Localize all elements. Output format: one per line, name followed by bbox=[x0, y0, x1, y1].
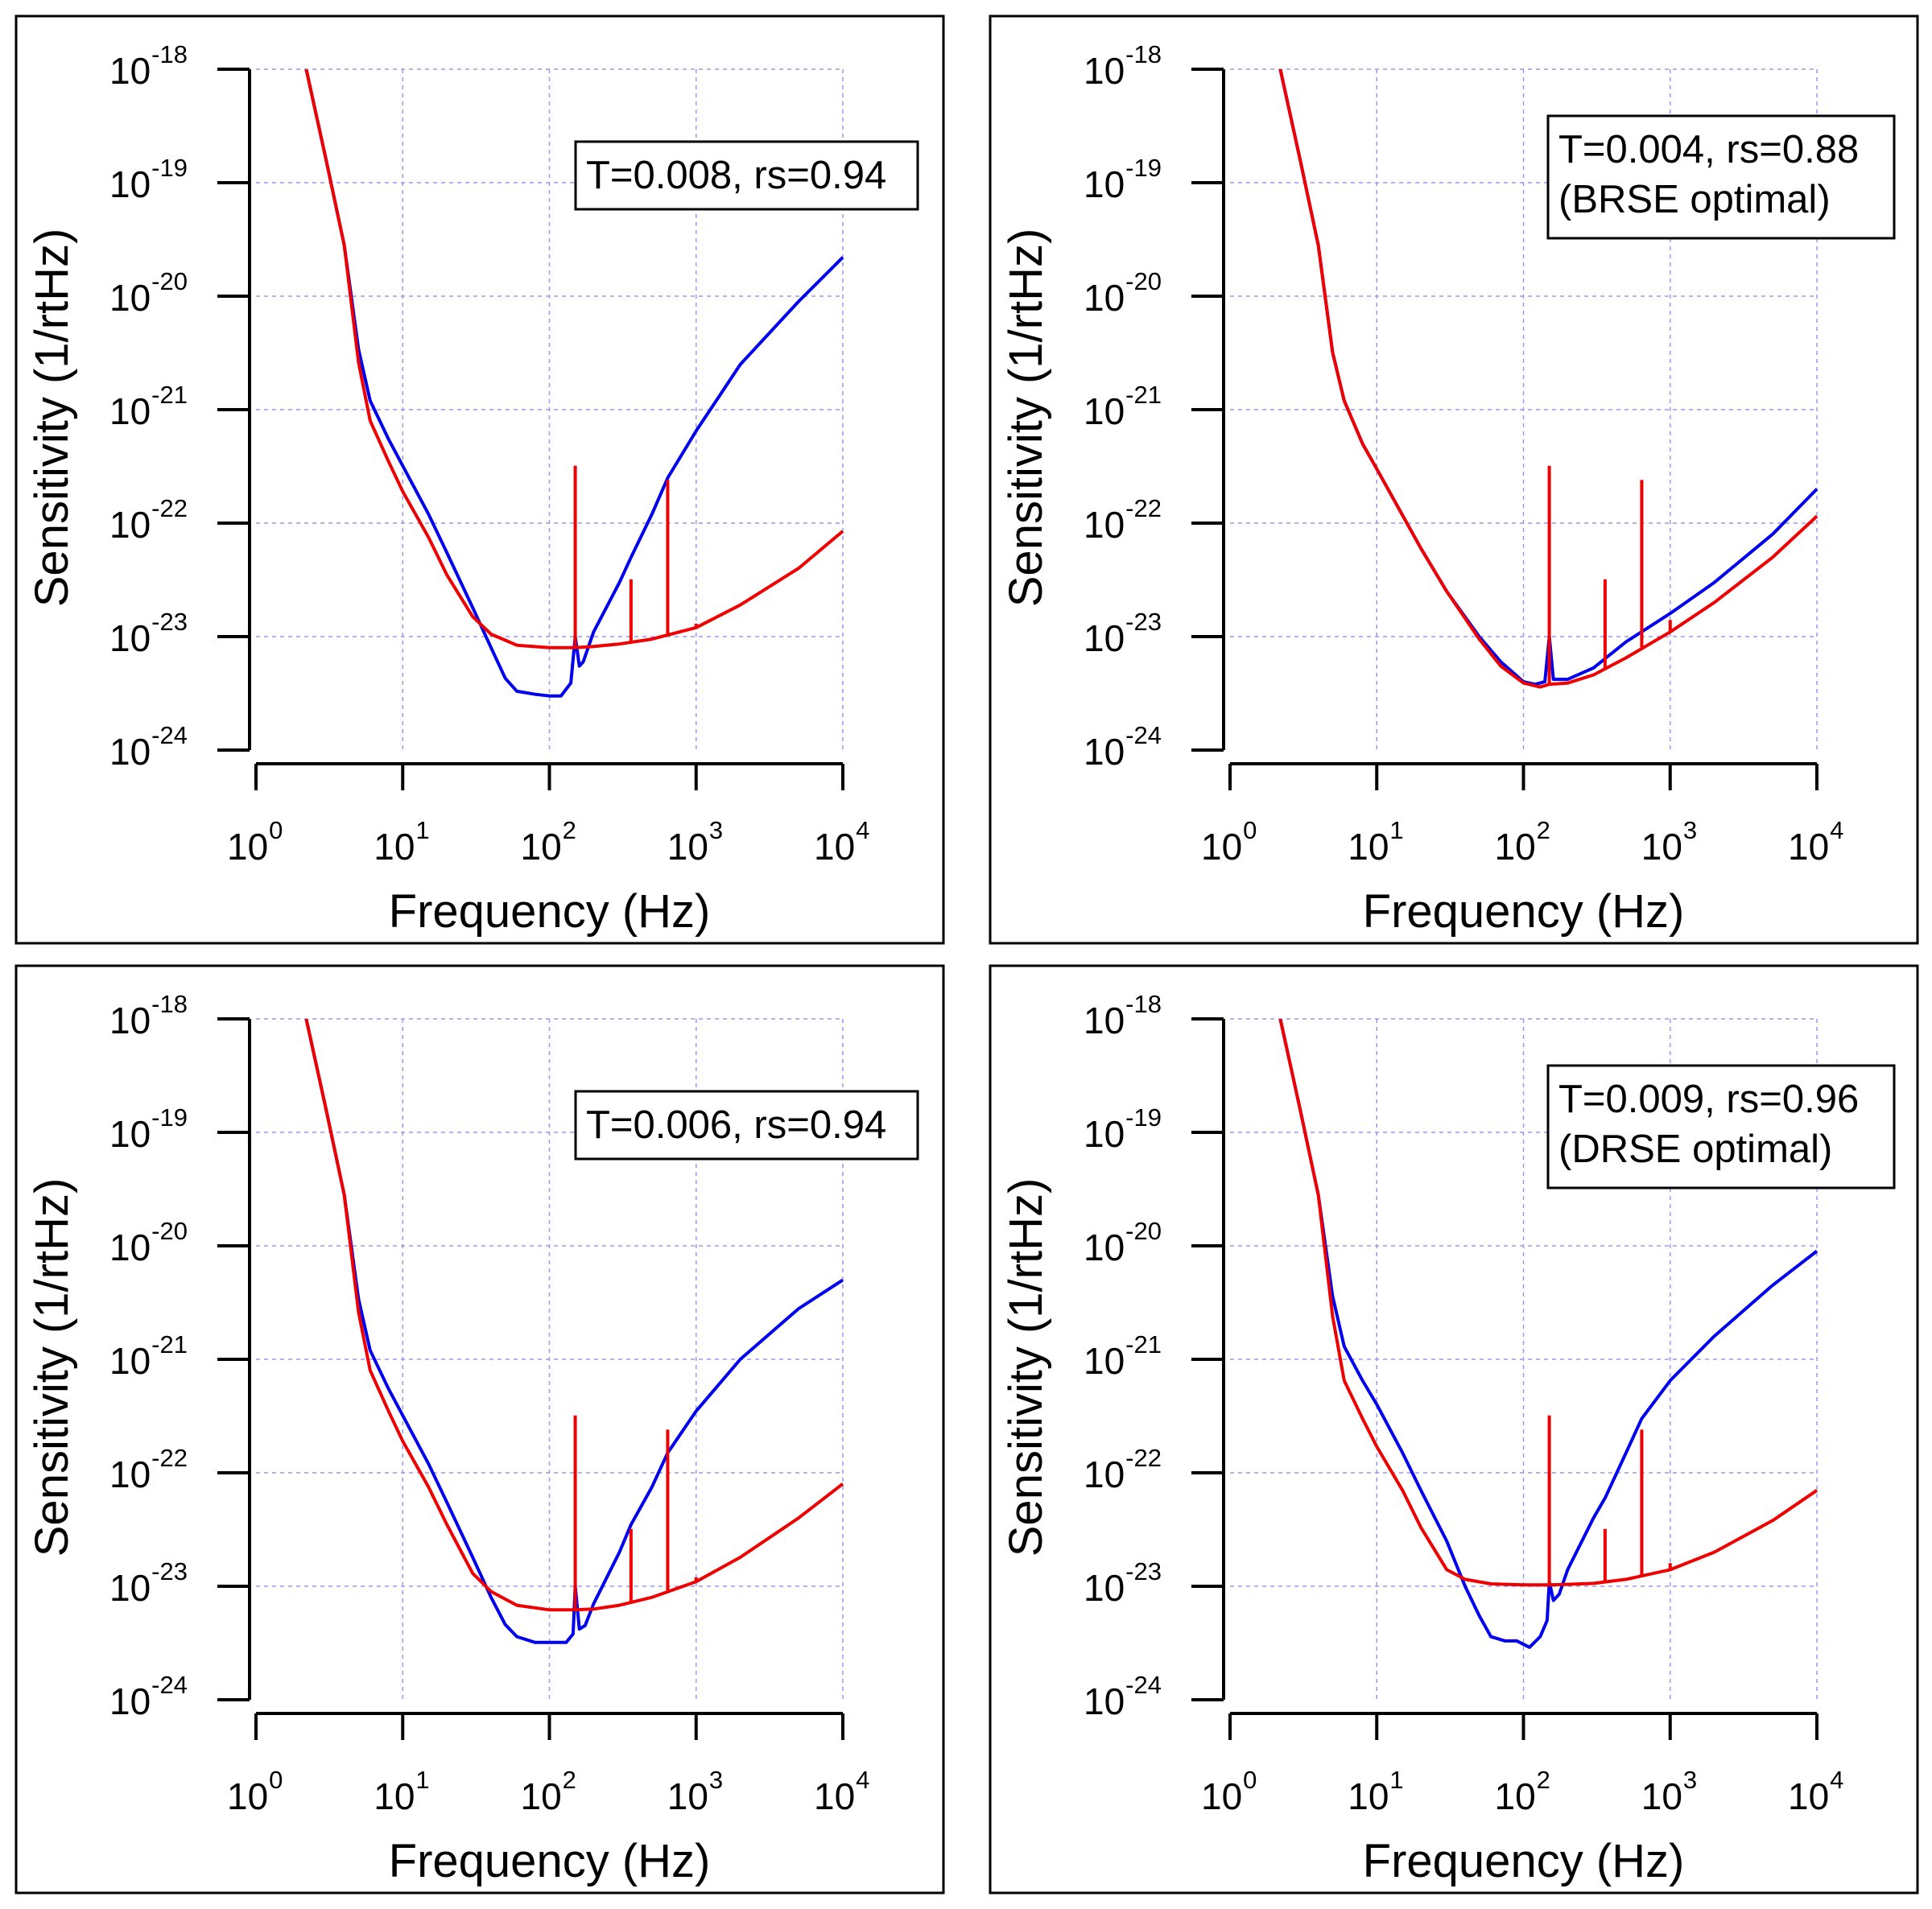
series-group bbox=[1278, 1019, 1818, 1649]
x-tick-label: 101 bbox=[1348, 816, 1403, 868]
y-axis-title: Sensitivity (1/rtHz) bbox=[26, 1178, 78, 1557]
x-tick-label: 103 bbox=[667, 816, 723, 868]
x-tick-label: 102 bbox=[521, 1766, 576, 1817]
y-tick-label: 10-24 bbox=[1084, 1671, 1162, 1722]
y-tick-label: 10-19 bbox=[1084, 1103, 1162, 1155]
annotation-text: T=0.008, rs=0.94 bbox=[586, 154, 886, 197]
y-tick-label: 10-20 bbox=[1084, 1217, 1162, 1268]
y-tick-label: 10-23 bbox=[109, 608, 188, 659]
y-tick-label: 10-19 bbox=[109, 154, 188, 205]
y-tick-label: 10-22 bbox=[109, 1444, 188, 1495]
panel-frame bbox=[989, 964, 1919, 1895]
series-line-blue bbox=[304, 69, 844, 698]
y-tick-label: 10-19 bbox=[1084, 154, 1162, 205]
y-tick-label: 10-20 bbox=[1084, 267, 1162, 319]
chart-panel-2: 10-18 10-19 10-20 10-21 10-22 10-23 10-24 100 10… bbox=[989, 14, 1919, 945]
y-tick-label: 10-19 bbox=[109, 1103, 188, 1155]
y-tick-label: 10-22 bbox=[109, 494, 188, 546]
x-tick-label: 104 bbox=[1788, 1766, 1843, 1817]
annotation-text: T=0.009, rs=0.96 bbox=[1558, 1078, 1859, 1121]
x-tick-label: 103 bbox=[1641, 816, 1697, 868]
chart-panel-4: 10-18 10-19 10-20 10-21 10-22 10-23 10-24 100 10… bbox=[989, 964, 1919, 1895]
annotation-text: T=0.004, rs=0.88 bbox=[1558, 128, 1859, 171]
y-tick-label: 10-18 bbox=[1084, 990, 1162, 1041]
y-tick-label: 10-21 bbox=[109, 1330, 188, 1382]
x-tick-label: 102 bbox=[1495, 816, 1550, 868]
y-tick-label: 10-20 bbox=[109, 267, 188, 319]
series-line-red bbox=[304, 1019, 844, 1612]
annotation-text: T=0.006, rs=0.94 bbox=[586, 1103, 886, 1147]
grid bbox=[1230, 68, 1818, 750]
chart-panel-3: 10-18 10-19 10-20 10-21 10-22 10-23 10-24 100 10… bbox=[14, 964, 945, 1895]
x-tick-label: 102 bbox=[521, 816, 576, 868]
y-tick-label: 10-24 bbox=[1084, 721, 1162, 773]
y-tick-label: 10-18 bbox=[109, 990, 188, 1041]
series-line-blue bbox=[1278, 1019, 1818, 1649]
x-tick-label: 104 bbox=[1788, 816, 1843, 868]
y-tick-label: 10-18 bbox=[1084, 40, 1162, 92]
series-line-red bbox=[1278, 69, 1818, 689]
x-tick-label: 101 bbox=[1348, 1766, 1403, 1817]
series-group bbox=[304, 1019, 844, 1644]
series-group bbox=[304, 69, 844, 698]
annotation-box: T=0.004, rs=0.88 (BRSE optimal) bbox=[1546, 114, 1896, 240]
y-tick-label: 10-23 bbox=[1084, 608, 1162, 659]
annotation-box: T=0.009, rs=0.96 (DRSE optimal) bbox=[1546, 1064, 1896, 1190]
x-axis-title: Frequency (Hz) bbox=[1363, 1835, 1685, 1887]
x-tick-label: 101 bbox=[374, 1766, 429, 1817]
x-tick-label: 100 bbox=[1201, 1766, 1257, 1817]
y-tick-label: 10-21 bbox=[1084, 381, 1162, 432]
annotation-frame bbox=[1546, 1064, 1896, 1190]
grid bbox=[256, 1018, 844, 1700]
annotation-text: (BRSE optimal) bbox=[1558, 178, 1831, 221]
y-tick-label: 10-22 bbox=[1084, 1444, 1162, 1495]
y-tick-label: 10-23 bbox=[1084, 1557, 1162, 1609]
panel-frame bbox=[989, 14, 1919, 945]
annotation-frame bbox=[574, 140, 919, 211]
y-tick-label: 10-21 bbox=[109, 381, 188, 432]
y-tick-label: 10-20 bbox=[109, 1217, 188, 1268]
x-axis-title: Frequency (Hz) bbox=[1363, 885, 1685, 938]
y-axis-title: Sensitivity (1/rtHz) bbox=[1000, 1178, 1052, 1557]
x-tick-label: 103 bbox=[667, 1766, 723, 1817]
x-tick-label: 102 bbox=[1495, 1766, 1550, 1817]
series-line-red bbox=[1278, 1019, 1818, 1587]
series-line-red bbox=[304, 69, 844, 649]
panel-frame bbox=[14, 964, 945, 1895]
y-tick-label: 10-22 bbox=[1084, 494, 1162, 546]
chart-panel-1: 10-18 10-19 10-20 10-21 10-22 10-23 10-24 100 10… bbox=[14, 14, 945, 945]
y-tick-label: 10-24 bbox=[109, 1671, 188, 1722]
series-line-blue bbox=[304, 1019, 844, 1644]
series-group bbox=[1278, 69, 1818, 689]
x-tick-label: 100 bbox=[227, 1766, 283, 1817]
panel-frame bbox=[14, 14, 945, 945]
annotation-frame bbox=[1546, 114, 1896, 240]
x-tick-label: 104 bbox=[814, 816, 869, 868]
y-tick-label: 10-21 bbox=[1084, 1330, 1162, 1382]
x-axis-title: Frequency (Hz) bbox=[389, 1835, 711, 1887]
x-tick-label: 101 bbox=[374, 816, 429, 868]
x-tick-label: 100 bbox=[227, 816, 283, 868]
y-tick-label: 10-23 bbox=[109, 1557, 188, 1609]
annotation-frame bbox=[574, 1090, 919, 1161]
annotation-text: (DRSE optimal) bbox=[1558, 1128, 1832, 1171]
annotation-box: T=0.006, rs=0.94 bbox=[574, 1090, 919, 1161]
y-tick-label: 10-18 bbox=[109, 40, 188, 92]
y-axis-title: Sensitivity (1/rtHz) bbox=[26, 229, 78, 608]
x-tick-label: 103 bbox=[1641, 1766, 1697, 1817]
x-tick-label: 104 bbox=[814, 1766, 869, 1817]
y-axis-title: Sensitivity (1/rtHz) bbox=[1000, 229, 1052, 608]
x-tick-label: 100 bbox=[1201, 816, 1257, 868]
x-axis-title: Frequency (Hz) bbox=[389, 885, 711, 938]
y-tick-label: 10-24 bbox=[109, 721, 188, 773]
annotation-box: T=0.008, rs=0.94 bbox=[574, 140, 919, 211]
